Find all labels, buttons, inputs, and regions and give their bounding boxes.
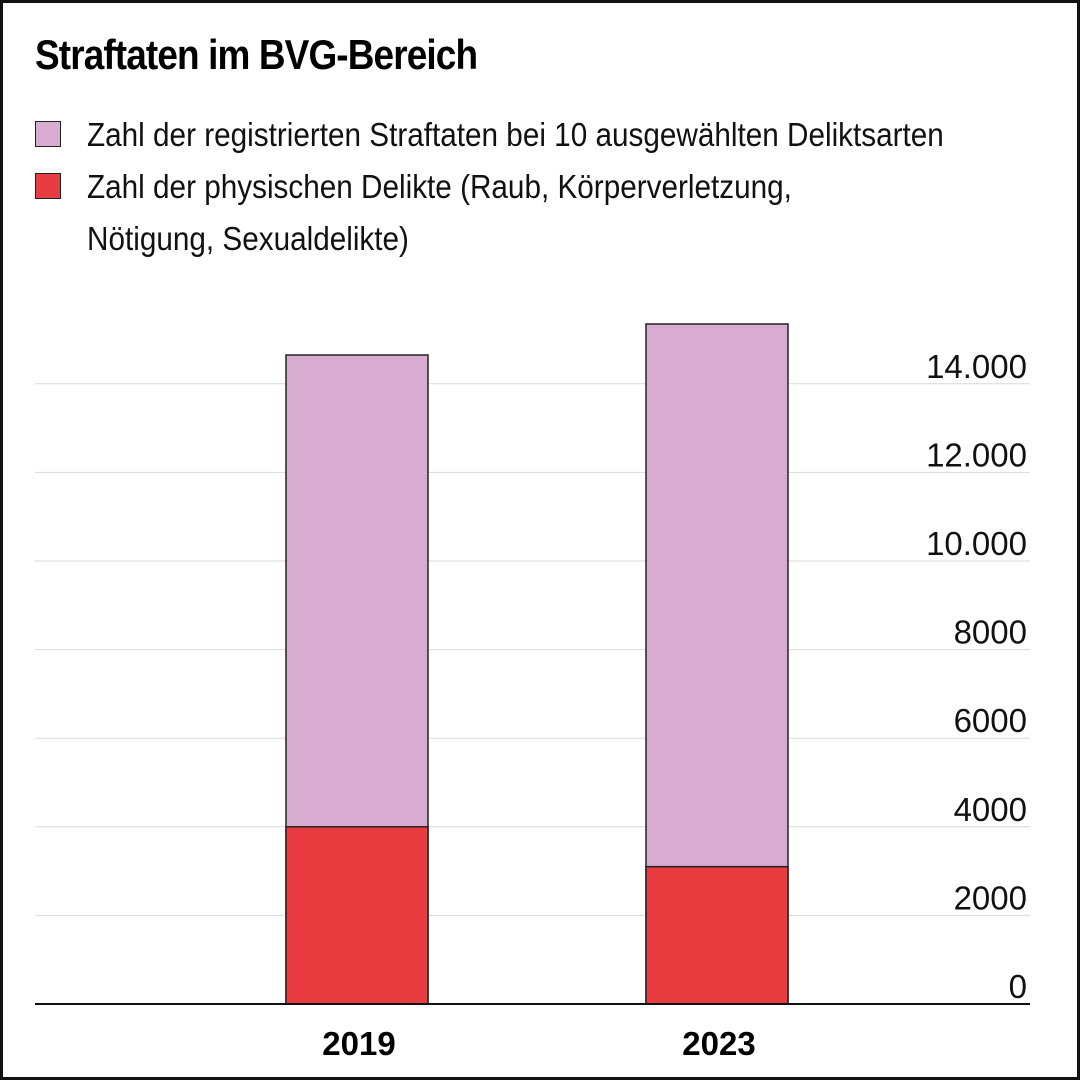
bar-physical-2019 — [285, 826, 429, 1005]
legend-swatch-total — [35, 121, 61, 147]
y-tick-label: 14.000 — [926, 348, 1027, 385]
y-tick-label: 4000 — [954, 791, 1027, 828]
legend-label-total: Zahl der registrierten Straftaten bei 10… — [87, 116, 944, 153]
chart-plot: 0 2000 4000 6000 8000 10.000 12.000 14.000 2019 2… — [35, 323, 1030, 1062]
y-tick-label: 12.000 — [926, 436, 1027, 473]
legend-swatch-physical — [35, 173, 61, 199]
x-category-label: 2019 — [322, 1025, 395, 1062]
y-tick-label: 8000 — [954, 614, 1027, 651]
y-tick-label: 6000 — [954, 702, 1027, 739]
y-tick-label: 0 — [1009, 968, 1027, 1005]
y-tick-label: 10.000 — [926, 525, 1027, 562]
chart-title: Straftaten im BVG-Bereich — [35, 31, 478, 78]
x-category-label: 2023 — [682, 1025, 755, 1062]
bar-physical-2023 — [645, 865, 789, 1005]
y-tick-label: 2000 — [954, 879, 1027, 916]
legend-label-physical: Zahl der physischen Delikte (Raub, Körpe… — [87, 168, 792, 257]
